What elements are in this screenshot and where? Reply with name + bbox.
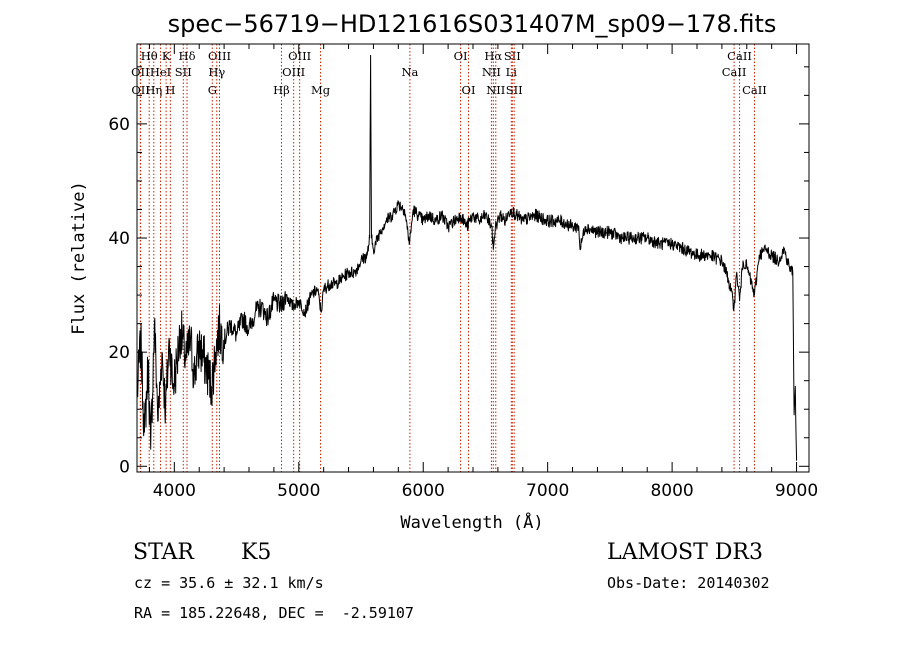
x-axis-label: Wavelength (Å) xyxy=(400,511,543,533)
line-marker-label-2: OII xyxy=(131,83,150,97)
coordinates-text: RA = 185.22648, DEC = -2.59107 xyxy=(134,604,414,622)
chart-title: spec−56719−HD121616S031407M_sp09−178.fit… xyxy=(168,10,777,38)
line-marker-label-4: Hη xyxy=(145,83,162,97)
line-marker-label-20: NII xyxy=(482,65,501,79)
x-tick-label-1: 5000 xyxy=(277,481,320,501)
x-tick-label-0: 4000 xyxy=(153,481,196,501)
object-class: STAR xyxy=(133,540,194,565)
y-tick-label-0: 0 xyxy=(119,457,130,477)
x-tick-label-3: 7000 xyxy=(526,481,569,501)
x-tick-label-4: 8000 xyxy=(650,481,693,501)
line-marker-label-25: CaII xyxy=(727,49,752,63)
line-marker-label-18: OI xyxy=(462,83,476,97)
x-tick-label-2: 6000 xyxy=(402,481,445,501)
line-marker-label-23: Li xyxy=(506,65,518,79)
line-marker-label-5: K xyxy=(162,49,171,63)
line-marker-label-27: CaII xyxy=(742,83,767,97)
line-marker-label-13: OIII xyxy=(288,49,311,63)
line-marker-label-19: Hα xyxy=(484,49,502,63)
line-marker-label-17: OI xyxy=(454,49,468,63)
line-marker-label-21: NII xyxy=(486,83,505,97)
x-tick-label-5: 9000 xyxy=(775,481,818,501)
line-marker-label-11: G xyxy=(208,83,217,97)
line-marker-label-22: SII xyxy=(504,49,521,63)
line-marker-label-15: Mg xyxy=(311,83,331,97)
line-marker-label-8: Hδ xyxy=(179,49,196,63)
axis-tick-labels: 4000 5000 6000 7000 8000 9000 0 20 40 60 xyxy=(108,115,818,501)
y-tick-label-1: 20 xyxy=(108,343,130,363)
y-tick-label-2: 40 xyxy=(108,229,130,249)
obs-date-text: Obs-Date: 20140302 xyxy=(607,574,770,592)
line-marker-label-7: H xyxy=(165,83,175,97)
object-subclass: K5 xyxy=(241,540,272,565)
line-marker-label-6: SII xyxy=(175,65,192,79)
plot-frame xyxy=(136,43,810,473)
line-marker-label-0: Hθ xyxy=(141,49,158,63)
line-marker-label-14: OIII xyxy=(282,65,305,79)
y-tick-label-3: 60 xyxy=(108,115,130,135)
y-axis-label: Flux (relative) xyxy=(69,181,89,335)
line-marker-label-26: CaII xyxy=(722,65,747,79)
line-marker-label-12: Hβ xyxy=(273,83,290,97)
line-marker-label-10: Hγ xyxy=(208,65,225,79)
flux-series-line xyxy=(136,54,798,461)
survey-name: LAMOST DR3 xyxy=(607,540,763,565)
line-marker-label-3: HeI xyxy=(150,65,171,79)
line-marker-label-9: OIII xyxy=(208,49,231,63)
line-marker-label-24: SII xyxy=(506,83,523,97)
line-marker-label-16: Na xyxy=(401,65,418,79)
redshift-text: cz = 35.6 ± 32.1 km/s xyxy=(134,574,324,592)
